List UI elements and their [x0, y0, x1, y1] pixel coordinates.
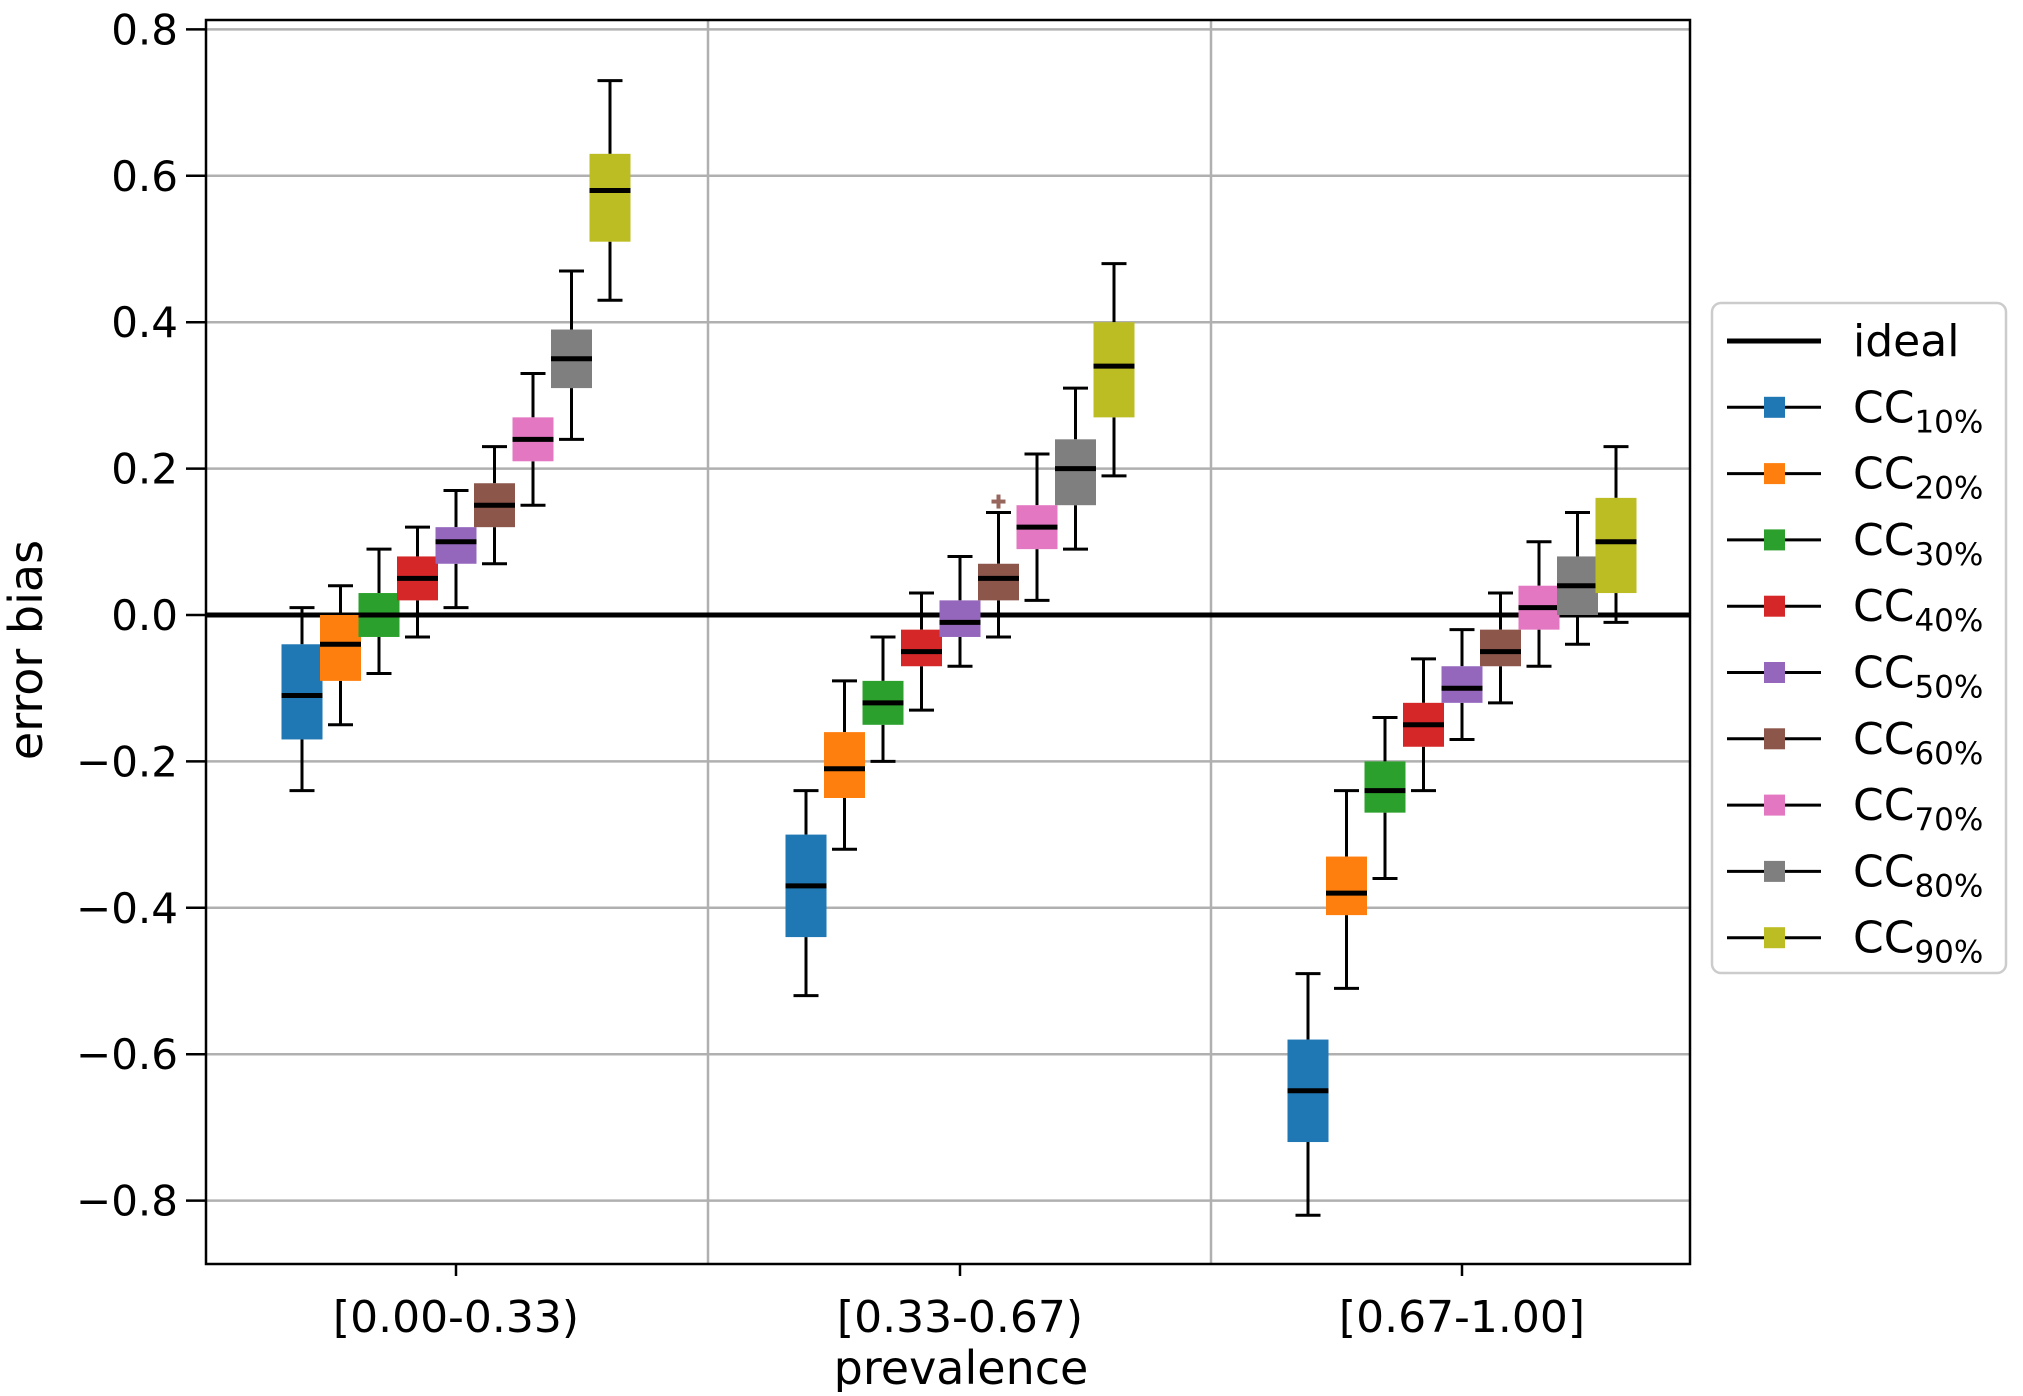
legend-swatch-CC80pct	[1764, 860, 1785, 882]
box-body	[281, 644, 323, 740]
box-CC60pct-group1	[474, 445, 515, 566]
box-CC50pct-group3	[1441, 628, 1483, 741]
legend-swatch-CC50pct	[1764, 662, 1785, 683]
y-tick-label: −0.4	[76, 884, 178, 933]
box-body	[1055, 439, 1096, 506]
outlier-CC60pct-group2	[991, 494, 1006, 509]
box-CC60pct-group3	[1480, 591, 1521, 705]
legend-swatch-CC20pct	[1764, 463, 1785, 485]
legend-entry-CC60pct: CC60%	[1727, 714, 1983, 772]
box-body	[939, 600, 981, 637]
box-CC40pct-group1	[397, 525, 438, 639]
box-body	[1093, 322, 1135, 418]
box-CC10pct-group3	[1287, 972, 1329, 1217]
legend-label-CC10pct: CC10%	[1853, 382, 1983, 440]
box-CC20pct-group1	[320, 584, 361, 727]
y-tick-label: 0.0	[111, 591, 178, 640]
legend-entry-ideal: ideal	[1727, 316, 1959, 367]
box-body	[1595, 497, 1637, 594]
box-body	[435, 527, 477, 564]
legend-label-CC70pct: CC70%	[1853, 780, 1983, 838]
legend-label-ideal: ideal	[1853, 316, 1959, 367]
legend-swatch-CC30pct	[1764, 529, 1785, 551]
box-CC90pct-group1	[589, 79, 631, 302]
legend-label-CC60pct: CC60%	[1853, 714, 1983, 772]
box-CC30pct-group1	[358, 547, 400, 676]
box-CC10pct-group2	[785, 789, 827, 998]
legend-label-CC50pct: CC50%	[1853, 648, 1983, 706]
legend-entry-CC50pct: CC50%	[1727, 648, 1983, 706]
box-CC70pct-group1	[512, 371, 554, 507]
box-body	[1364, 761, 1406, 813]
box-CC70pct-group2	[1016, 452, 1058, 602]
legend-swatch-CC60pct	[1764, 728, 1785, 750]
y-tick-label: 0.6	[111, 152, 178, 201]
box-CC20pct-group3	[1326, 789, 1367, 990]
legend-entry-CC70pct: CC70%	[1727, 780, 1983, 838]
box-CC80pct-group3	[1557, 511, 1598, 646]
legend-swatch-CC10pct	[1764, 396, 1785, 418]
box-CC90pct-group3	[1595, 445, 1637, 624]
legend-entry-CC20pct: CC20%	[1727, 449, 1983, 507]
x-tick-label-group1: [0.00-0.33)	[333, 1292, 579, 1343]
box-CC70pct-group3	[1518, 540, 1560, 668]
legend-swatch-CC70pct	[1764, 794, 1785, 816]
x-tick-label-group3: [0.67-1.00]	[1339, 1292, 1585, 1343]
box-CC30pct-group2	[862, 635, 904, 763]
legend-entry-CC30pct: CC30%	[1727, 515, 1983, 573]
box-body	[978, 563, 1019, 601]
y-axis-label: error bias	[0, 540, 53, 760]
box-body	[1480, 629, 1521, 667]
legend-label-CC20pct: CC20%	[1853, 449, 1983, 507]
legend-label-CC30pct: CC30%	[1853, 515, 1983, 573]
box-body	[1441, 666, 1483, 703]
y-tick-label: 0.4	[111, 298, 178, 347]
y-tick-label: 0.8	[111, 5, 178, 54]
box-CC50pct-group2	[939, 554, 981, 668]
box-CC80pct-group1	[551, 269, 592, 441]
y-tick-label: 0.2	[111, 445, 178, 494]
box-CC40pct-group2	[901, 591, 942, 712]
legend-entry-CC10pct: CC10%	[1727, 382, 1983, 440]
box-body	[824, 732, 865, 798]
box-CC80pct-group2	[1055, 386, 1096, 551]
box-body	[589, 153, 631, 242]
box-body	[901, 629, 942, 667]
box-CC50pct-group1	[435, 489, 477, 610]
plot-border	[204, 18, 1692, 1266]
legend: ideal CC10% CC20% CC30% CC40% CC50% CC60% CC70%…	[1710, 301, 2008, 975]
legend-label-CC80pct: CC80%	[1853, 846, 1983, 904]
y-tick-label: −0.2	[76, 737, 178, 786]
y-tick-label: −0.6	[76, 1030, 178, 1079]
box-CC20pct-group2	[824, 679, 865, 851]
box-CC90pct-group2	[1093, 262, 1135, 478]
box-CC40pct-group3	[1403, 657, 1444, 793]
legend-label-CC40pct: CC40%	[1853, 581, 1983, 639]
legend-entry-CC90pct: CC90%	[1727, 913, 1983, 971]
legend-swatch-CC90pct	[1764, 927, 1785, 949]
box-CC30pct-group3	[1364, 715, 1406, 881]
legend-entry-CC40pct: CC40%	[1727, 581, 1983, 639]
legend-label-CC90pct: CC90%	[1853, 913, 1983, 971]
box-CC10pct-group1	[281, 606, 323, 793]
box-CC60pct-group2	[978, 511, 1019, 639]
x-axis-label: prevalence	[834, 1341, 1089, 1392]
box-body	[320, 615, 361, 681]
legend-swatch-CC40pct	[1764, 595, 1785, 617]
y-tick-label: −0.8	[76, 1177, 178, 1226]
x-tick-label-group2: [0.33-0.67)	[837, 1292, 1083, 1343]
legend-entry-CC80pct: CC80%	[1727, 846, 1983, 904]
box-body	[1326, 856, 1367, 916]
